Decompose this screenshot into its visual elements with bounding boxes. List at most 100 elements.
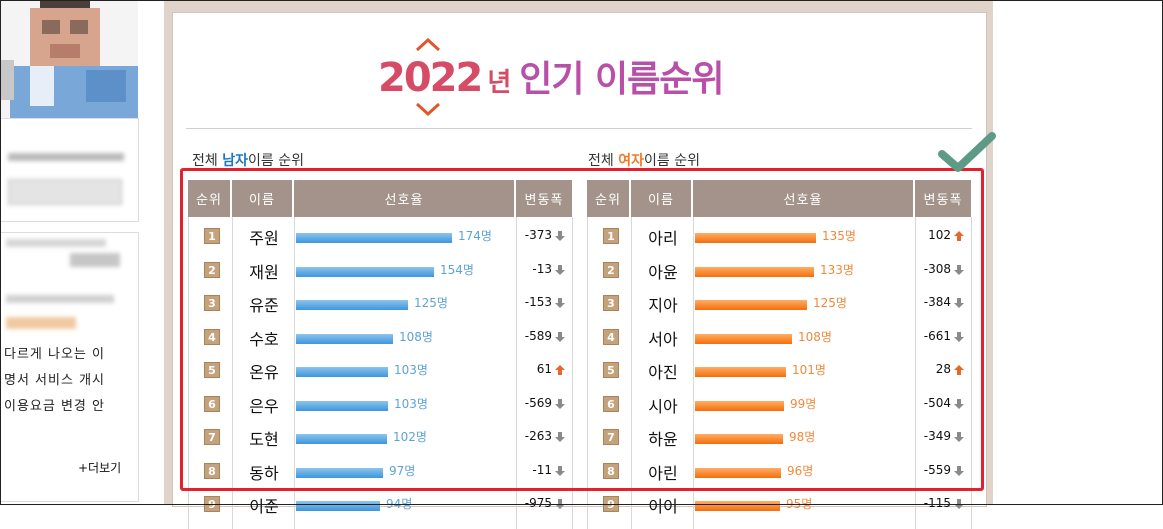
baby-name: 수호 — [249, 329, 279, 349]
notice-line-2[interactable]: 명서 서비스 개시 — [4, 373, 105, 388]
count-label: 108명 — [798, 329, 832, 344]
count-label: 94명 — [386, 497, 413, 511]
table-grid-line — [188, 217, 189, 529]
count-label: 125명 — [414, 296, 448, 310]
table-row: 2 아윤 133명 -308 — [587, 253, 973, 287]
arrow-down-icon — [555, 398, 565, 409]
notice-line-1[interactable]: 다르게 나오는 이 — [4, 347, 105, 362]
change-value: -373 — [524, 228, 552, 242]
arrow-up-icon — [954, 365, 964, 375]
count-label: 98명 — [789, 430, 816, 444]
change-value: -349 — [923, 429, 951, 443]
header-preference: 선호율 — [294, 180, 516, 217]
sidebar-box-notices: 다르게 나오는 이 명서 서비스 개시 이용요금 변경 안 — [0, 232, 139, 502]
rank-badge: 5 — [603, 362, 619, 378]
rank-badge: 8 — [603, 462, 619, 479]
table-row: 6 시아 99명 -504 — [587, 387, 973, 421]
rank-badge: 7 — [204, 429, 220, 445]
baby-name: 서아 — [648, 329, 678, 349]
table-row: 5 온유 103명 61 — [188, 353, 574, 387]
table-row: 4 수호 108명 -589 — [188, 320, 574, 354]
female-section-label: 전체 여자이름 순위 — [588, 153, 700, 169]
table-row: 3 지아 125명 -384 — [587, 286, 973, 320]
preference-bar — [296, 300, 408, 310]
rank-badge: 3 — [603, 295, 619, 311]
notice-line-3[interactable]: 이용요금 변경 안 — [4, 399, 105, 414]
table-grid-line — [915, 217, 916, 529]
table-row: 1 주원 174명 -373 — [188, 219, 574, 253]
count-label: 95명 — [786, 497, 813, 511]
baby-name: 지아 — [648, 296, 678, 315]
preference-bar — [695, 233, 816, 243]
arrow-down-icon — [954, 264, 964, 275]
header-name: 이름 — [631, 180, 693, 217]
male-table-header: 순위 이름 선호율 변동폭 — [188, 180, 574, 217]
header-name: 이름 — [232, 180, 294, 217]
header-change: 변동폭 — [915, 180, 971, 217]
chevron-down-icon — [415, 102, 441, 116]
preference-bar — [695, 434, 783, 444]
header-rank: 순위 — [587, 180, 631, 217]
title-divider — [186, 128, 972, 129]
arrow-down-icon — [954, 298, 964, 308]
count-label: 96명 — [787, 463, 814, 478]
table-row: 8 아린 96명 -559 — [587, 454, 973, 488]
table-grid-line — [971, 217, 972, 529]
count-label: 103명 — [394, 396, 428, 411]
change-value: -661 — [923, 328, 951, 343]
more-link[interactable]: +더보기 — [78, 461, 122, 475]
change-value: -308 — [923, 261, 951, 276]
table-grid-line — [516, 217, 517, 529]
baby-name: 동하 — [249, 463, 279, 483]
rank-badge: 5 — [204, 362, 220, 378]
left-sidebar: 다르게 나오는 이 명서 서비스 개시 이용요금 변경 안 +더보기 — [0, 0, 140, 505]
baby-name: 이이 — [648, 497, 678, 516]
sidebar-box-top — [0, 118, 139, 222]
baby-name: 온유 — [249, 363, 279, 382]
preference-bar — [695, 501, 780, 511]
change-value: 61 — [536, 362, 552, 376]
change-value: -589 — [524, 328, 552, 343]
table-row: 5 아진 101명 28 — [587, 353, 973, 387]
preference-bar — [296, 367, 388, 377]
count-label: 102명 — [393, 430, 427, 444]
preference-bar — [695, 266, 814, 277]
change-value: -504 — [923, 395, 951, 410]
preference-bar — [296, 434, 387, 444]
arrow-up-icon — [555, 365, 565, 375]
profile-photo-pixelated — [0, 0, 138, 140]
title-year: 2022 — [378, 55, 483, 101]
table-row: 4 서아 108명 -661 — [587, 320, 973, 354]
change-value: -11 — [532, 462, 552, 477]
rank-badge: 8 — [204, 462, 220, 479]
arrow-down-icon — [555, 264, 565, 275]
count-label: 103명 — [394, 363, 428, 377]
table-row: 1 아리 135명 102 — [587, 219, 973, 253]
highlight-box — [180, 168, 984, 491]
baby-name: 아리 — [648, 229, 678, 248]
rank-badge: 6 — [204, 395, 220, 412]
baby-name: 아윤 — [648, 262, 678, 282]
rank-badge: 2 — [204, 261, 220, 278]
preference-bar — [695, 300, 807, 310]
baby-name: 이준 — [249, 497, 279, 516]
change-value: -13 — [532, 261, 552, 276]
table-row: 6 은우 103명 -569 — [188, 387, 574, 421]
baby-name: 아린 — [648, 463, 678, 483]
rank-badge: 7 — [603, 429, 619, 445]
arrow-down-icon — [954, 499, 964, 509]
checkmark-icon — [938, 132, 996, 172]
arrow-down-icon — [555, 499, 565, 509]
preference-bar — [296, 333, 393, 344]
baby-name: 재원 — [249, 262, 279, 282]
arrow-down-icon — [954, 465, 964, 476]
change-value: -569 — [524, 395, 552, 410]
count-label: 154명 — [440, 262, 474, 277]
table-row: 3 유준 125명 -153 — [188, 286, 574, 320]
count-label: 125명 — [813, 296, 847, 310]
baby-name: 주원 — [249, 229, 279, 248]
table-grid-line — [572, 217, 573, 529]
header-change: 변동폭 — [516, 180, 572, 217]
count-label: 133명 — [820, 262, 854, 277]
count-label: 97명 — [389, 463, 416, 478]
